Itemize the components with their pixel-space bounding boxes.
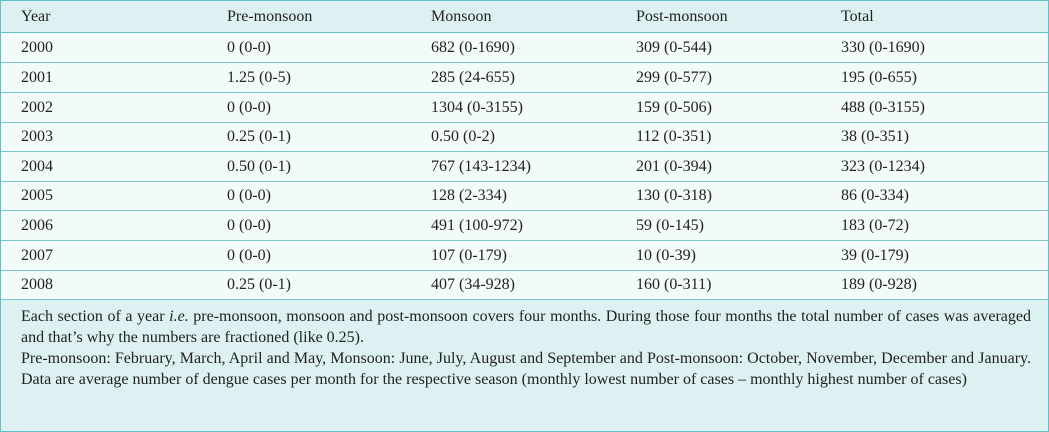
cell-total: 330 (0-1690) — [841, 39, 925, 56]
footnote-season-definitions: Pre-monsoon: February, March, April and … — [21, 350, 1031, 388]
cell-post-monsoon: 160 (0-311) — [636, 276, 712, 293]
header-year: Year — [21, 8, 51, 25]
cell-post-monsoon: 130 (0-318) — [636, 187, 712, 204]
cell-pre-monsoon: 0.25 (0-1) — [227, 128, 291, 145]
cell-pre-monsoon: 1.25 (0-5) — [227, 69, 291, 86]
cell-year: 2004 — [21, 158, 53, 175]
table-row: 2000 0 (0-0) 682 (0-1690) 309 (0-544) 33… — [1, 33, 1048, 63]
table-row: 2003 0.25 (0-1) 0.50 (0-2) 112 (0-351) 3… — [1, 122, 1048, 152]
cell-post-monsoon: 201 (0-394) — [636, 158, 712, 175]
header-pre-monsoon: Pre-monsoon — [227, 8, 313, 25]
cell-monsoon: 767 (143-1234) — [431, 158, 531, 175]
cell-total: 189 (0-928) — [841, 276, 917, 293]
header-monsoon: Monsoon — [431, 8, 492, 25]
cell-total: 488 (0-3155) — [841, 99, 925, 116]
cell-post-monsoon: 299 (0-577) — [636, 69, 712, 86]
table-row: 2004 0.50 (0-1) 767 (143-1234) 201 (0-39… — [1, 152, 1048, 182]
table-header: Year Pre-monsoon Monsoon Post-monsoon To… — [1, 1, 1048, 33]
cell-pre-monsoon: 0 (0-0) — [227, 39, 271, 56]
cell-year: 2008 — [21, 276, 53, 293]
table-row: 2006 0 (0-0) 491 (100-972) 59 (0-145) 18… — [1, 211, 1048, 241]
cell-year: 2001 — [21, 69, 53, 86]
table-footnotes: Each section of a year i.e. pre-monsoon,… — [1, 300, 1048, 431]
cell-pre-monsoon: 0 (0-0) — [227, 247, 271, 264]
cell-monsoon: 491 (100-972) — [431, 217, 523, 234]
table-row: 2007 0 (0-0) 107 (0-179) 10 (0-39) 39 (0… — [1, 241, 1048, 271]
cell-total: 86 (0-334) — [841, 187, 909, 204]
cell-pre-monsoon: 0.50 (0-1) — [227, 158, 291, 175]
cell-year: 2003 — [21, 128, 53, 145]
footnote-text: Each section of a year — [21, 308, 170, 325]
footnote-text: pre-monsoon, monsoon and post-monsoon co… — [21, 308, 1032, 346]
cell-pre-monsoon: 0.25 (0-1) — [227, 276, 291, 293]
cell-monsoon: 1304 (0-3155) — [431, 99, 523, 116]
cell-post-monsoon: 159 (0-506) — [636, 99, 712, 116]
cell-post-monsoon: 112 (0-351) — [636, 128, 712, 145]
cell-total: 38 (0-351) — [841, 128, 909, 145]
cell-year: 2007 — [21, 247, 53, 264]
cell-post-monsoon: 59 (0-145) — [636, 217, 704, 234]
cell-total: 39 (0-179) — [841, 247, 909, 264]
table-row: 2002 0 (0-0) 1304 (0-3155) 159 (0-506) 4… — [1, 93, 1048, 123]
cell-monsoon: 682 (0-1690) — [431, 39, 515, 56]
cell-total: 183 (0-72) — [841, 217, 909, 234]
cell-year: 2002 — [21, 99, 53, 116]
cell-monsoon: 285 (24-655) — [431, 69, 515, 86]
table-row: 2008 0.25 (0-1) 407 (34-928) 160 (0-311)… — [1, 270, 1048, 300]
cell-total: 323 (0-1234) — [841, 158, 925, 175]
table-body: 2000 0 (0-0) 682 (0-1690) 309 (0-544) 33… — [1, 33, 1048, 300]
cell-year: 2005 — [21, 187, 53, 204]
footnote-averaging: Each section of a year i.e. pre-monsoon,… — [21, 306, 1031, 348]
header-post-monsoon: Post-monsoon — [636, 8, 728, 25]
cell-pre-monsoon: 0 (0-0) — [227, 187, 271, 204]
table-row: 2001 1.25 (0-5) 285 (24-655) 299 (0-577)… — [1, 63, 1048, 93]
footnote-italic-ie: i.e. — [169, 308, 189, 325]
cell-monsoon: 0.50 (0-2) — [431, 128, 495, 145]
cell-monsoon: 407 (34-928) — [431, 276, 515, 293]
header-total: Total — [841, 8, 874, 25]
cell-pre-monsoon: 0 (0-0) — [227, 217, 271, 234]
cell-post-monsoon: 10 (0-39) — [636, 247, 696, 264]
cell-post-monsoon: 309 (0-544) — [636, 39, 712, 56]
cell-year: 2000 — [21, 39, 53, 56]
cell-year: 2006 — [21, 217, 53, 234]
cell-monsoon: 107 (0-179) — [431, 247, 507, 264]
table-row: 2005 0 (0-0) 128 (2-334) 130 (0-318) 86 … — [1, 181, 1048, 211]
cell-monsoon: 128 (2-334) — [431, 187, 507, 204]
cell-total: 195 (0-655) — [841, 69, 917, 86]
cell-pre-monsoon: 0 (0-0) — [227, 99, 271, 116]
